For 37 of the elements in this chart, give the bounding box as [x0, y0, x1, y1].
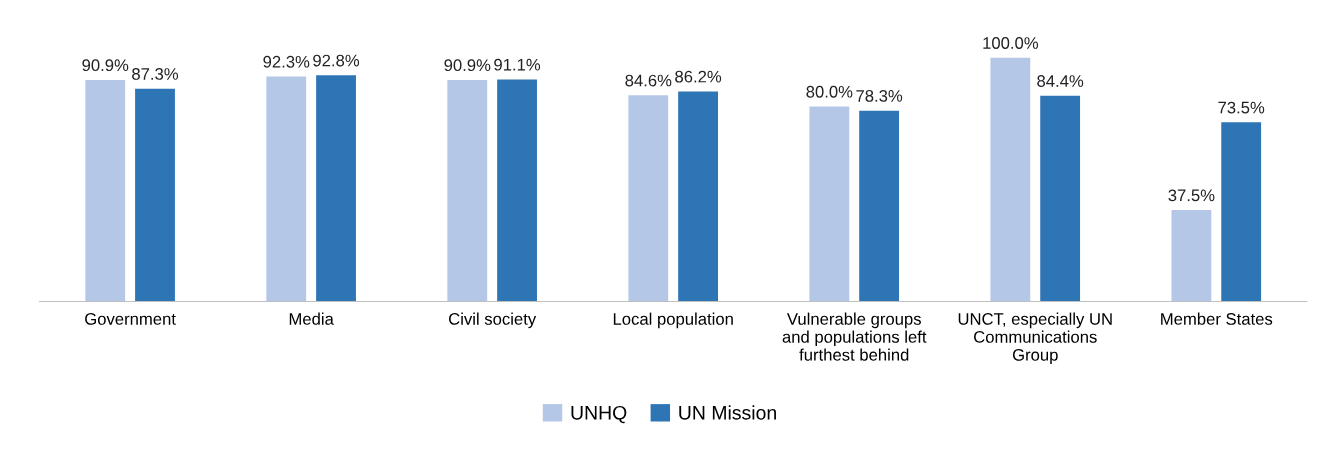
bar — [135, 88, 175, 302]
bar — [628, 95, 669, 302]
bar — [497, 79, 537, 302]
data-label: 90.9% — [82, 59, 129, 72]
bar — [266, 76, 307, 302]
x-tick-label: UNCT, especially UN Communications Group — [958, 312, 1112, 365]
data-label: 87.3% — [132, 68, 179, 80]
bar — [809, 106, 850, 302]
data-label: 73.5% — [1218, 101, 1265, 114]
x-tick-label: Vulnerable groups and populations left furthest behind — [782, 312, 927, 361]
data-label: 80.0% — [806, 85, 853, 98]
bar — [85, 79, 126, 302]
bar — [316, 75, 356, 302]
x-tick-label: Local population — [613, 312, 733, 329]
bar — [990, 57, 1031, 302]
x-tick-label: Media — [289, 312, 334, 325]
x-tick-label: Member States — [1161, 312, 1273, 325]
legend-label: UN Mission — [679, 405, 776, 420]
bar — [859, 110, 900, 302]
data-label: 91.1% — [494, 58, 541, 71]
bar — [1171, 210, 1212, 302]
bar — [678, 91, 718, 302]
bar — [1040, 95, 1081, 302]
data-label: 37.5% — [1168, 189, 1215, 202]
data-label: 86.2% — [675, 70, 722, 83]
data-label: 90.9% — [444, 59, 491, 72]
data-label: 84.4% — [1037, 75, 1084, 87]
data-label: 78.3% — [856, 89, 903, 102]
bar — [447, 79, 488, 302]
x-tick-label: Civil society — [449, 312, 537, 329]
data-label: 100.0% — [983, 37, 1039, 49]
x-tick-label: Government — [85, 313, 176, 325]
data-label: 92.8% — [313, 54, 360, 67]
data-label: 92.3% — [263, 55, 310, 68]
bar — [1221, 122, 1262, 302]
legend-label: UNHQ — [571, 405, 627, 424]
data-label: 84.6% — [625, 74, 672, 87]
